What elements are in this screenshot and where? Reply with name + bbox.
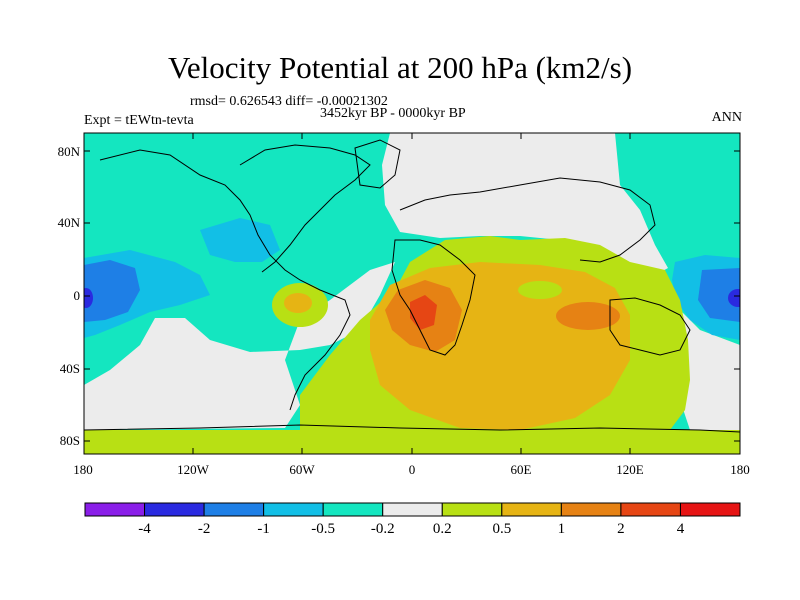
contour-band-pos2-pos4 — [410, 295, 437, 330]
colorbar-label: -1 — [257, 521, 270, 537]
colorbar-swatch — [441, 502, 503, 517]
contour-band-neg1-neg2-east — [698, 268, 740, 322]
colorbar-swatch — [84, 502, 146, 517]
lat-label-80n: 80N — [57, 144, 80, 159]
contour-band-pos02-pos05-inner — [518, 281, 562, 299]
coastline-americas-west — [99, 149, 351, 411]
colorbar-label: 2 — [617, 521, 625, 537]
colorbar-swatch — [144, 502, 205, 517]
contour-band-neutral-north — [382, 133, 668, 278]
contour-band-neg2-neg4-west — [84, 288, 93, 308]
map-ticks — [84, 133, 740, 454]
coastline-north-america-east — [239, 144, 371, 273]
lon-label-60w: 60W — [289, 462, 315, 477]
colorbar-swatch — [679, 502, 741, 517]
lat-label-0: 0 — [73, 288, 81, 303]
stats-line: rmsd= 0.626543 diff= -0.00021302 — [190, 94, 388, 109]
colorbar-swatch — [620, 502, 681, 517]
colorbar-label: -0.5 — [311, 521, 336, 537]
colorbar-label: -4 — [138, 521, 151, 537]
colorbar-swatch — [501, 502, 562, 517]
colorbar-label: 0.5 — [492, 521, 512, 537]
contour-band-neutral-south-pacific — [84, 262, 395, 430]
experiment-label: Expt = tEWtn-tevta — [84, 113, 194, 128]
contour-field — [84, 133, 740, 454]
colorbar-label: 4 — [676, 521, 685, 537]
colorbar-swatch — [322, 502, 384, 517]
lon-label-180e: 180 — [730, 462, 750, 477]
coastline-africa — [391, 239, 476, 356]
colorbar-swatch — [560, 502, 622, 517]
period-label: 3452kyr BP - 0000kyr BP — [320, 106, 466, 121]
coastlines — [84, 139, 740, 433]
colorbar-swatch — [203, 502, 265, 517]
contour-band-pos1-pos2-indian — [556, 302, 620, 330]
lon-label-180w: 180 — [73, 462, 93, 477]
map-title: Velocity Potential at 200 hPa (km2/s) — [167, 50, 633, 85]
colorbar — [84, 502, 741, 517]
lat-label-40s: 40S — [59, 361, 80, 376]
lon-label-60e: 60E — [510, 462, 532, 477]
contour-band-neg05-neg1-americas — [200, 218, 280, 262]
contour-band-neg2-neg4-east — [728, 289, 740, 307]
colorbar-swatch — [382, 502, 443, 517]
colorbar-label: -2 — [197, 521, 211, 537]
contour-band-pos02-pos05-south — [84, 430, 740, 454]
coastline-australia — [609, 297, 691, 356]
lon-label-120e: 120E — [616, 462, 644, 477]
lon-label-120w: 120W — [177, 462, 209, 477]
lat-label-80s: 80S — [59, 433, 80, 448]
coastline-antarctica — [84, 424, 740, 433]
coastline-eurasia — [399, 177, 656, 263]
colorbar-label: 0.2 — [432, 521, 452, 537]
contour-band-pos05-pos1-samerica — [284, 293, 312, 313]
lat-label-40n: 40N — [57, 215, 80, 230]
colorbar-label: 1 — [557, 521, 566, 537]
contour-band-neg1-neg2-west — [84, 260, 140, 322]
coastline-greenland — [354, 139, 401, 189]
colorbar-label: -0.2 — [370, 521, 395, 537]
colorbar-swatch — [263, 502, 324, 517]
lon-label-0: 0 — [408, 462, 416, 477]
season-label: ANN — [711, 110, 742, 125]
